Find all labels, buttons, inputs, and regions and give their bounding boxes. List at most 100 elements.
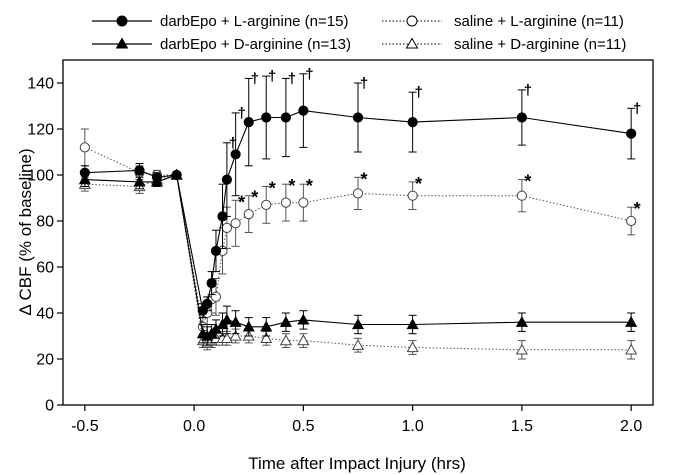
data-point (279, 315, 292, 327)
y-axis-title: Δ CBF (% of baseline) (16, 148, 35, 315)
data-point (626, 128, 637, 139)
significance-dagger: † (305, 66, 313, 83)
data-point (516, 190, 527, 201)
data-point (351, 338, 365, 350)
legend-entry-darbepo-d-arginine: darbEpo + D-arginine (n=13) (92, 36, 351, 53)
significance-asterisk: * (306, 176, 313, 196)
significance-dagger: † (524, 82, 532, 99)
significance-asterisk: * (524, 172, 531, 192)
data-point (351, 318, 365, 330)
data-point (352, 112, 364, 123)
significance-dagger: † (633, 100, 641, 117)
significance-asterisk: * (238, 192, 245, 212)
data-point (230, 149, 241, 160)
legend-label-saline-d-arginine: saline + D-arginine (n=11) (454, 36, 626, 53)
data-point (626, 215, 637, 227)
legend: darbEpo + L-arginine (n=15) darbEpo + D-… (92, 13, 626, 53)
data-point (217, 211, 228, 222)
y-tick-label: 120 (27, 122, 54, 139)
data-point (516, 112, 527, 123)
annotation-layer: * * * * * * * **††† † † ††† †† (229, 66, 642, 219)
axes: -0.5 0.0 0.5 1.0 1.5 2.0 0 20 40 60 80 100 120 140 (27, 59, 654, 435)
x-tick-label: 0.0 (183, 418, 205, 435)
significance-dagger: † (268, 68, 276, 85)
series-darbepo-l-arginine (79, 73, 637, 319)
data-point (515, 343, 528, 355)
data-point (210, 291, 222, 302)
y-tick-label: 60 (36, 260, 54, 277)
significance-asterisk: * (415, 174, 422, 194)
data-point (134, 165, 145, 176)
legend-marker-darbepo-l-arginine (116, 15, 128, 27)
data-point (242, 320, 255, 332)
significance-asterisk: * (634, 199, 641, 219)
legend-entry-saline-d-arginine: saline + D-arginine (n=11) (382, 36, 626, 53)
series-darbepo-d-arginine (78, 168, 638, 346)
y-tick-label: 80 (36, 214, 54, 231)
data-point (79, 142, 90, 153)
series-layer (78, 73, 638, 360)
data-point (280, 197, 291, 208)
plot-frame (62, 59, 654, 406)
legend-marker-darbepo-d-arginine (115, 37, 129, 49)
significance-asterisk: * (360, 169, 367, 189)
data-point (221, 222, 232, 233)
data-point (352, 188, 364, 199)
x-tick-label: -0.5 (71, 418, 99, 435)
data-point (297, 313, 310, 325)
data-point (297, 334, 310, 346)
data-point (625, 343, 638, 355)
y-tick-label: 40 (36, 306, 54, 323)
data-point (280, 112, 291, 123)
x-tick-label: 2.0 (620, 418, 642, 435)
significance-asterisk: * (288, 176, 295, 196)
data-point (78, 173, 91, 185)
x-tick-label: 0.5 (292, 418, 314, 435)
significance-dagger: † (288, 70, 296, 87)
data-point (206, 278, 217, 289)
data-point (243, 117, 254, 128)
data-point (406, 341, 419, 353)
data-point (279, 334, 292, 346)
y-tick-label: 20 (36, 352, 54, 369)
significance-dagger: † (229, 135, 237, 152)
x-tick-label: 1.0 (402, 418, 424, 435)
legend-label-saline-l-arginine: saline + L-arginine (n=11) (454, 13, 624, 30)
data-point (298, 197, 309, 208)
data-point (220, 332, 233, 343)
significance-dagger: † (251, 70, 259, 87)
y-tick-label: 0 (45, 398, 54, 415)
data-point (220, 313, 233, 325)
series-saline-l-arginine (79, 128, 637, 337)
significance-asterisk: * (269, 179, 276, 199)
data-point (260, 320, 273, 332)
legend-label-darbepo-d-arginine: darbEpo + D-arginine (n=13) (160, 36, 351, 53)
significance-dagger: † (360, 75, 368, 92)
data-point (261, 199, 272, 210)
legend-marker-saline-l-arginine (406, 15, 418, 27)
legend-entry-saline-l-arginine: saline + L-arginine (n=11) (382, 13, 624, 30)
legend-label-darbepo-l-arginine: darbEpo + L-arginine (n=15) (160, 13, 348, 30)
legend-marker-saline-d-arginine (405, 37, 419, 49)
data-point (298, 105, 309, 116)
data-point (261, 112, 272, 123)
y-tick-label: 140 (27, 76, 54, 93)
y-tick-label: 100 (27, 168, 54, 185)
data-point (229, 315, 242, 327)
data-point (229, 329, 242, 341)
data-point (407, 190, 418, 201)
data-point (515, 315, 528, 327)
x-tick-label: 1.5 (511, 418, 533, 435)
significance-asterisk: * (251, 188, 258, 208)
data-point (625, 315, 638, 327)
data-point (202, 298, 213, 309)
data-point (170, 168, 183, 180)
data-point (230, 218, 241, 229)
data-point (210, 245, 222, 256)
legend-entry-darbepo-l-arginine: darbEpo + L-arginine (n=15) (92, 13, 348, 30)
data-point (150, 175, 164, 187)
x-axis-title: Time after Impact Injury (hrs) (248, 454, 466, 473)
data-point (406, 318, 419, 330)
data-point (407, 117, 418, 128)
data-point (133, 175, 146, 187)
